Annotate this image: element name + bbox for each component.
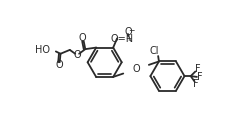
Text: O: O bbox=[74, 50, 81, 60]
Text: F: F bbox=[193, 79, 199, 89]
Text: O: O bbox=[55, 60, 63, 70]
Text: O: O bbox=[132, 64, 140, 74]
Text: O: O bbox=[78, 33, 86, 43]
Text: Cl: Cl bbox=[150, 46, 159, 56]
Text: O: O bbox=[124, 27, 132, 37]
Text: O=N: O=N bbox=[111, 34, 134, 44]
Text: +: + bbox=[125, 34, 131, 43]
Text: F: F bbox=[197, 72, 203, 82]
Text: −: − bbox=[129, 26, 135, 35]
Text: HO: HO bbox=[35, 45, 51, 55]
Text: F: F bbox=[195, 64, 201, 74]
